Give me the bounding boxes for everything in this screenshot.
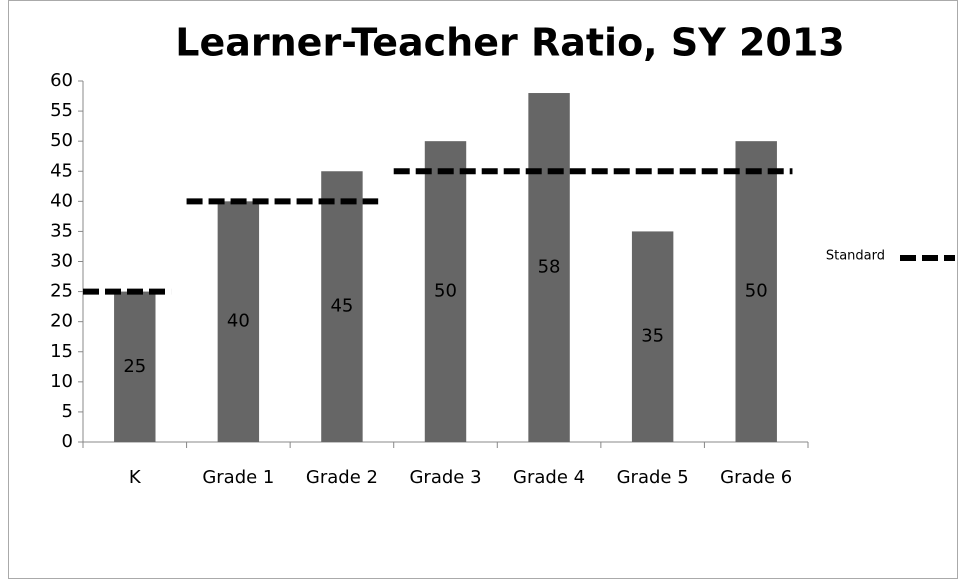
value-label: 45	[330, 296, 353, 317]
bar	[424, 141, 467, 442]
x-tick-label: Grade 4	[513, 467, 585, 488]
value-label: 40	[227, 311, 250, 332]
x-tick-label: K	[129, 467, 142, 488]
y-tick-label: 40	[50, 190, 73, 211]
y-tick-label: 55	[50, 100, 73, 121]
value-label: 50	[434, 281, 457, 302]
bar	[631, 231, 674, 442]
bar	[321, 171, 363, 442]
y-tick-label: 30	[50, 251, 73, 272]
x-tick-label: Grade 1	[202, 467, 274, 488]
bar	[217, 201, 260, 442]
legend-label: Standard	[826, 249, 885, 264]
x-tick-label: Grade 6	[720, 467, 792, 488]
bar	[528, 93, 570, 443]
y-tick-label: 10	[50, 371, 73, 392]
y-tick-label: 5	[62, 401, 73, 422]
x-tick-label: Grade 5	[617, 467, 689, 488]
bar	[114, 291, 156, 442]
y-tick-label: 15	[50, 341, 73, 362]
bar	[735, 141, 777, 442]
y-tick-label: 50	[50, 130, 73, 151]
y-tick-label: 60	[50, 70, 73, 91]
y-tick-label: 0	[62, 431, 73, 452]
y-tick-label: 35	[50, 220, 73, 241]
value-label: 35	[641, 326, 664, 347]
y-tick-label: 45	[50, 160, 73, 181]
y-tick-label: 25	[50, 281, 73, 302]
value-label: 58	[538, 257, 561, 278]
chart-border	[8, 0, 958, 579]
x-tick-label: Grade 2	[306, 467, 378, 488]
value-label: 25	[123, 356, 146, 377]
value-label: 50	[745, 281, 768, 302]
y-tick-label: 20	[50, 311, 73, 332]
chart-title: Learner-Teacher Ratio, SY 2013	[175, 21, 844, 65]
x-tick-label: Grade 3	[409, 467, 481, 488]
